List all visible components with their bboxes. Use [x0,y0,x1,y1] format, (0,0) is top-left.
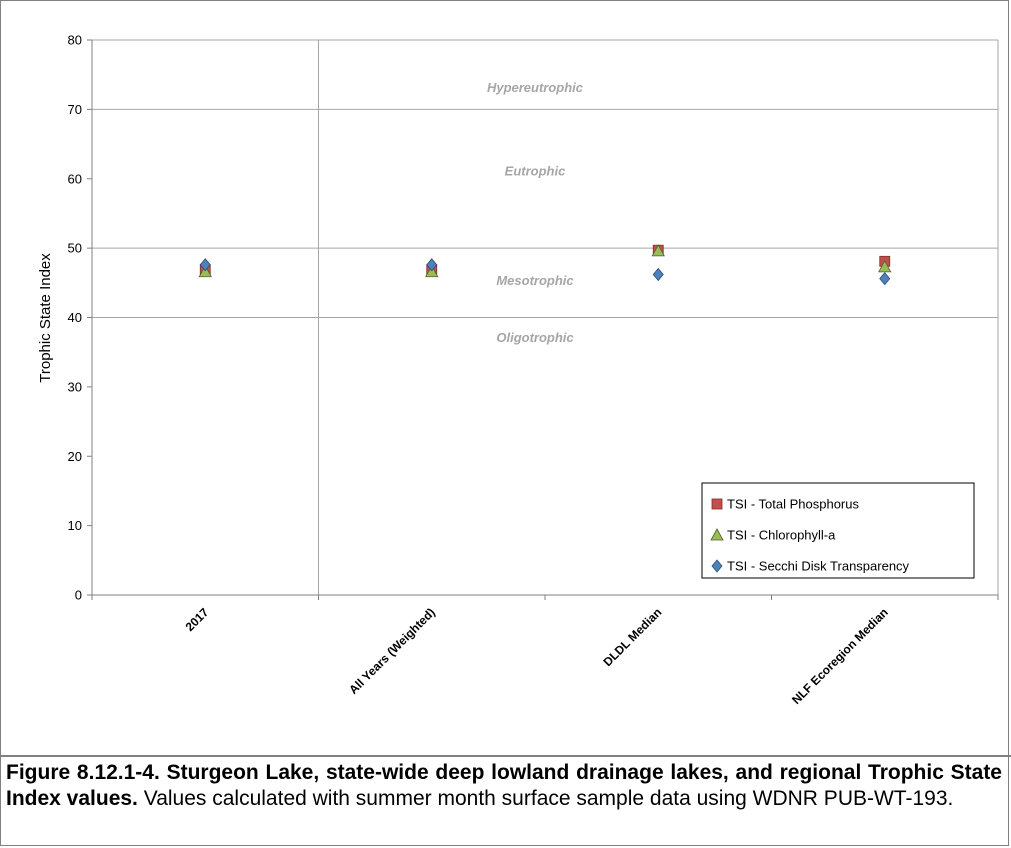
x-category-label: 2017 [183,605,212,634]
y-tick-label-80: 80 [68,33,82,48]
zone-label-oligotrophic: Oligotrophic [496,330,574,345]
x-category-label: DLDL Median [600,605,664,669]
data-point-triangle [878,260,892,273]
y-axis-title: Trophic State Index [37,253,54,383]
axes: 0 10 20 30 40 50 60 70 80 2017 All Years (Weighted… [68,33,999,707]
zone-labels: Hypereutrophic Eutrophic Mesotrophic Oligot… [487,80,584,345]
data-point-diamond [426,258,438,272]
caption-title: Figure 8.12.1-4. Sturgeon Lake, state-wi… [6,761,1002,810]
zone-label-eutrophic: Eutrophic [505,163,566,178]
chart-panel: Hypereutrophic Eutrophic Mesotrophic Oligot… [0,33,1011,757]
zone-label-hypereutrophic: Hypereutrophic [487,80,584,95]
data-point-diamond [652,267,664,282]
y-tick-label-30: 30 [68,379,82,394]
legend-label: TSI - Secchi Disk Transparency [727,559,910,574]
y-tick-label-60: 60 [68,171,82,186]
tsi-chart: Hypereutrophic Eutrophic Mesotrophic Oligot… [37,33,999,707]
x-category-label: All Years (Weighted) [346,605,438,697]
y-tick-label-50: 50 [68,241,82,256]
legend-label: TSI - Chlorophyll-a [727,528,836,543]
legend-box [701,482,975,579]
data-point-diamond [879,272,891,286]
x-category-label: NLF Ecoregion Median [789,605,891,707]
data-point-diamond [199,258,211,272]
y-tick-label-10: 10 [68,518,82,533]
y-tick-label-40: 40 [68,310,82,325]
legend-marker-triangle [710,528,724,541]
grid-lines [92,39,999,595]
data-markers [198,244,892,286]
legend-marker-square [711,498,723,510]
y-tick-label-70: 70 [68,102,82,117]
y-tick-label-0: 0 [75,588,82,603]
y-tick-label-20: 20 [68,449,82,464]
caption-text: Values calculated with summer month surf… [143,787,954,810]
legend-label: TSI - Total Phosphorus [727,497,859,512]
legend-marker-diamond [711,559,723,573]
legend: TSI - Total Phosphorus TSI - Chlorophyll-… [701,482,975,579]
data-point-triangle [651,244,665,257]
figure-caption: Figure 8.12.1-4. Sturgeon Lake, state-wi… [6,760,1002,812]
zone-label-mesotrophic: Mesotrophic [496,273,574,288]
